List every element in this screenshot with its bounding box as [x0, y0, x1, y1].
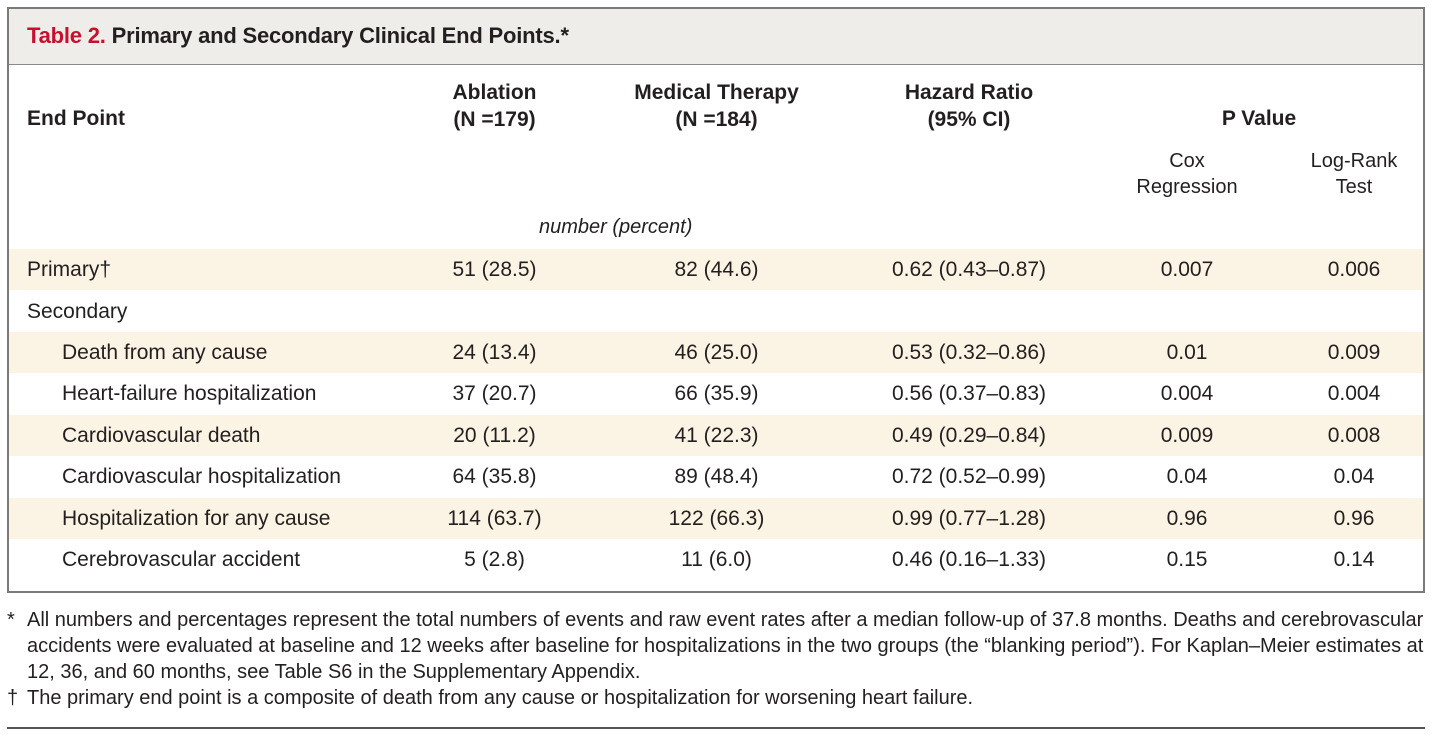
- medical-value: 122 (66.3): [668, 507, 765, 530]
- ablation-value: 64 (35.8): [452, 465, 537, 488]
- header-log-rank-test: Log-Rank Test: [1289, 148, 1419, 200]
- header-medical-n: (N =184): [675, 108, 758, 131]
- table-row: Hospitalization for any cause 114 (63.7)…: [9, 498, 1423, 539]
- table-row: Death from any cause 24 (13.4) 46 (25.0)…: [9, 332, 1423, 373]
- footnote-dagger-text: The primary end point is a composite of …: [27, 687, 974, 709]
- table-row: Cardiovascular hospitalization 64 (35.8)…: [9, 456, 1423, 497]
- footnote-star-mark: *: [7, 609, 15, 631]
- cox-p-value: 0.01: [1166, 341, 1208, 364]
- hazard-ratio-value: 0.56 (0.37–0.83): [891, 382, 1047, 405]
- logrank-p-value: 0.008: [1327, 424, 1381, 447]
- header-log-line2: Test: [1335, 176, 1373, 198]
- table-row: Cerebrovascular accident 5 (2.8) 11 (6.0…: [9, 539, 1423, 580]
- row-label: Cardiovascular death: [62, 424, 261, 447]
- medical-value: 46 (25.0): [674, 341, 759, 364]
- logrank-p-value: 0.04: [1333, 465, 1375, 488]
- logrank-p-value: 0.96: [1333, 507, 1375, 530]
- header-hazard-ratio: Hazard Ratio (95% CI): [864, 79, 1074, 133]
- ablation-value: 20 (11.2): [453, 424, 536, 447]
- footnote-star-text: All numbers and percentages represent th…: [27, 609, 1424, 683]
- cox-p-value: 0.004: [1160, 382, 1214, 405]
- table-title: Table 2. Primary and Secondary Clinical …: [27, 23, 569, 49]
- row-label: Secondary: [27, 300, 128, 323]
- header-cox-line2: Regression: [1136, 176, 1238, 198]
- row-label: Heart-failure hospitalization: [62, 382, 317, 405]
- table-title-bar: Table 2. Primary and Secondary Clinical …: [9, 9, 1423, 65]
- header-hazard-label: Hazard Ratio: [904, 81, 1034, 104]
- table-number-label: Table 2.: [27, 23, 106, 48]
- logrank-p-value: 0.009: [1327, 341, 1381, 364]
- header-hazard-ci: (95% CI): [927, 108, 1011, 131]
- header-ablation: Ablation (N =179): [407, 79, 582, 133]
- medical-value: 41 (22.3): [674, 424, 759, 447]
- table-title-text: Primary and Secondary Clinical End Point…: [111, 23, 569, 48]
- table-row: Secondary: [9, 291, 1423, 332]
- table-footnotes: * All numbers and percentages represent …: [7, 607, 1427, 711]
- row-label: Cardiovascular hospitalization: [62, 465, 341, 488]
- logrank-p-value: 0.004: [1327, 382, 1381, 405]
- hazard-ratio-value: 0.99 (0.77–1.28): [891, 507, 1047, 530]
- table-row: Cardiovascular death 20 (11.2) 41 (22.3)…: [9, 415, 1423, 456]
- ablation-value: 24 (13.4): [452, 341, 537, 364]
- hazard-ratio-value: 0.72 (0.52–0.99): [891, 465, 1047, 488]
- row-label: Cerebrovascular accident: [62, 548, 301, 571]
- cox-p-value: 0.96: [1166, 507, 1208, 530]
- row-label: Death from any cause: [62, 341, 268, 364]
- medical-value: 89 (48.4): [674, 465, 759, 488]
- footnote-dagger: † The primary end point is a composite o…: [7, 685, 1427, 711]
- hazard-ratio-value: 0.62 (0.43–0.87): [891, 258, 1047, 281]
- header-log-line1: Log-Rank: [1310, 150, 1398, 172]
- hazard-ratio-value: 0.46 (0.16–1.33): [891, 548, 1047, 571]
- units-label: number (percent): [539, 216, 693, 238]
- hazard-ratio-value: 0.53 (0.32–0.86): [891, 341, 1047, 364]
- table-row: Heart-failure hospitalization 37 (20.7) …: [9, 373, 1423, 414]
- row-label: Hospitalization for any cause: [62, 507, 331, 530]
- header-medical-therapy: Medical Therapy (N =184): [609, 79, 824, 133]
- header-ablation-label: Ablation: [452, 81, 537, 104]
- ablation-value: 37 (20.7): [452, 382, 537, 405]
- cox-p-value: 0.04: [1166, 465, 1208, 488]
- bottom-rule: [7, 727, 1425, 729]
- medical-value: 11 (6.0): [681, 548, 752, 571]
- header-cox-line1: Cox: [1169, 150, 1205, 172]
- header-ablation-n: (N =179): [453, 108, 536, 131]
- medical-value: 82 (44.6): [674, 258, 759, 281]
- cox-p-value: 0.007: [1160, 258, 1214, 281]
- cox-p-value: 0.009: [1160, 424, 1214, 447]
- header-p-value: P Value: [1221, 107, 1297, 130]
- header-end-point: End Point: [27, 107, 125, 130]
- ablation-value: 51 (28.5): [452, 258, 537, 281]
- ablation-value: 114 (63.7): [447, 507, 542, 530]
- cox-p-value: 0.15: [1166, 548, 1208, 571]
- header-medical-label: Medical Therapy: [634, 81, 799, 104]
- hazard-ratio-value: 0.49 (0.29–0.84): [891, 424, 1047, 447]
- clinical-endpoints-table: Table 2. Primary and Secondary Clinical …: [7, 7, 1425, 593]
- logrank-p-value: 0.14: [1333, 548, 1375, 571]
- footnote-star: * All numbers and percentages represent …: [7, 607, 1427, 685]
- row-label: Primary†: [27, 258, 112, 281]
- medical-value: 66 (35.9): [674, 382, 759, 405]
- header-cox-regression: Cox Regression: [1117, 148, 1257, 200]
- ablation-value: 5 (2.8): [464, 548, 525, 571]
- footnote-dagger-mark: †: [7, 687, 19, 709]
- logrank-p-value: 0.006: [1327, 258, 1381, 281]
- table-row: Primary† 51 (28.5) 82 (44.6) 0.62 (0.43–…: [9, 249, 1423, 290]
